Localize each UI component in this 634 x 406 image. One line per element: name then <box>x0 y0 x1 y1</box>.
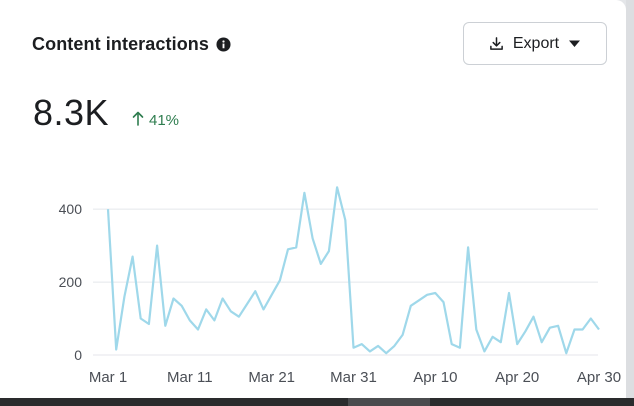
data-point[interactable] <box>342 217 348 223</box>
change-indicator: 41% <box>132 111 179 130</box>
window-edge <box>626 0 634 398</box>
card-title: Content interactions <box>32 34 210 54</box>
data-point[interactable] <box>105 206 111 212</box>
data-point[interactable] <box>269 292 275 298</box>
scrollbar-thumb[interactable] <box>348 398 430 406</box>
data-point[interactable] <box>121 294 127 300</box>
data-point[interactable] <box>334 184 340 190</box>
data-point[interactable] <box>113 347 119 353</box>
data-point[interactable] <box>588 316 594 322</box>
y-tick-label: 400 <box>59 201 83 217</box>
data-point[interactable] <box>375 343 381 349</box>
data-point[interactable] <box>211 317 217 323</box>
data-point[interactable] <box>432 290 438 296</box>
data-point[interactable] <box>498 339 504 345</box>
data-point[interactable] <box>310 235 316 241</box>
horizontal-scrollbar[interactable] <box>0 398 634 406</box>
data-point[interactable] <box>416 297 422 303</box>
data-point[interactable] <box>170 295 176 301</box>
data-point[interactable] <box>318 261 324 267</box>
data-point[interactable] <box>580 326 586 332</box>
data-point[interactable] <box>277 277 283 283</box>
x-tick-label: Apr 20 <box>495 369 539 386</box>
card-header: Content interactions <box>32 34 231 55</box>
export-label: Export <box>512 34 560 52</box>
data-point[interactable] <box>514 341 520 347</box>
x-tick-label: Apr 30 <box>577 369 621 386</box>
data-point[interactable] <box>187 317 193 323</box>
data-point[interactable] <box>473 326 479 332</box>
series-line[interactable] <box>106 186 600 355</box>
x-tick-label: Mar 31 <box>330 369 377 386</box>
data-point[interactable] <box>154 243 160 249</box>
data-point[interactable] <box>359 341 365 347</box>
data-point[interactable] <box>195 326 201 332</box>
data-point[interactable] <box>571 326 577 332</box>
data-point[interactable] <box>179 303 185 309</box>
x-tick-label: Mar 21 <box>248 369 295 386</box>
data-point[interactable] <box>465 244 471 250</box>
data-point[interactable] <box>490 334 496 340</box>
data-point[interactable] <box>236 314 242 320</box>
data-point[interactable] <box>457 345 463 351</box>
data-point[interactable] <box>596 326 602 332</box>
data-point[interactable] <box>441 299 447 305</box>
info-icon[interactable] <box>216 37 231 52</box>
data-point[interactable] <box>285 246 291 252</box>
data-point[interactable] <box>203 306 209 312</box>
y-tick-label: 0 <box>74 347 82 363</box>
data-point[interactable] <box>531 314 537 320</box>
data-point[interactable] <box>563 350 569 356</box>
data-point[interactable] <box>301 190 307 196</box>
download-icon <box>489 36 504 51</box>
data-point[interactable] <box>220 295 226 301</box>
arrow-up-icon <box>132 111 144 130</box>
data-point[interactable] <box>391 343 397 349</box>
data-point[interactable] <box>506 290 512 296</box>
data-point[interactable] <box>555 323 561 329</box>
data-point[interactable] <box>146 321 152 327</box>
data-point[interactable] <box>244 301 250 307</box>
data-point[interactable] <box>326 248 332 254</box>
data-point[interactable] <box>162 323 168 329</box>
data-point[interactable] <box>424 292 430 298</box>
x-tick-label: Apr 10 <box>413 369 457 386</box>
data-point[interactable] <box>228 308 234 314</box>
y-tick-label: 200 <box>59 274 83 290</box>
data-point[interactable] <box>449 341 455 347</box>
content-interactions-card: Content interactions Export 8.3K <box>0 0 626 398</box>
interactions-line-chart: 0 200 400 Mar 1 Mar 11 Mar 21 Mar 31 Apr 10 Apr … <box>59 184 621 386</box>
data-point[interactable] <box>130 254 136 260</box>
data-point[interactable] <box>367 348 373 354</box>
data-point[interactable] <box>383 350 389 356</box>
data-point[interactable] <box>522 328 528 334</box>
data-point[interactable] <box>400 332 406 338</box>
x-tick-label: Mar 11 <box>167 369 213 386</box>
data-point[interactable] <box>138 316 144 322</box>
data-point[interactable] <box>260 306 266 312</box>
caret-down-icon <box>568 39 581 48</box>
data-point[interactable] <box>351 345 357 351</box>
change-percent: 41% <box>149 112 180 129</box>
total-value: 8.3K <box>33 92 110 133</box>
x-tick-label: Mar 1 <box>89 369 127 386</box>
data-point[interactable] <box>252 288 258 294</box>
data-point[interactable] <box>481 348 487 354</box>
data-point[interactable] <box>539 339 545 345</box>
export-button[interactable]: Export <box>463 22 607 65</box>
data-point[interactable] <box>293 244 299 250</box>
data-point[interactable] <box>547 325 553 331</box>
data-point[interactable] <box>408 303 414 309</box>
